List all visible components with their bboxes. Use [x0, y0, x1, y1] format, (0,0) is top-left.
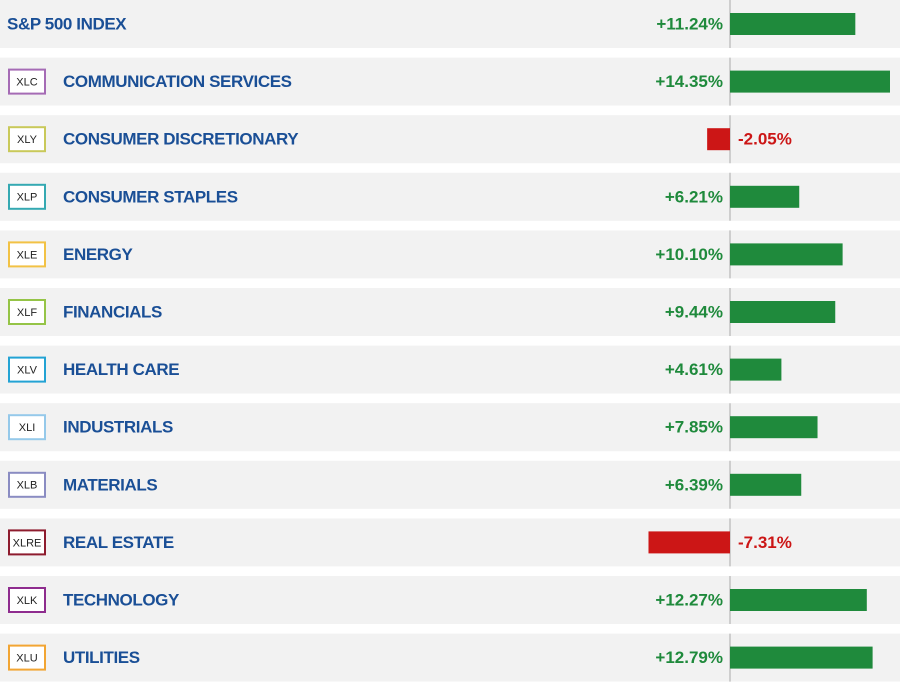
- ticker-box: [8, 356, 46, 383]
- ticker-box: [8, 471, 46, 498]
- ticker-box: [8, 644, 46, 671]
- category-label: CONSUMER STAPLES: [63, 187, 238, 206]
- value-label: +10.10%: [655, 245, 723, 264]
- ticker: XLU: [16, 653, 37, 665]
- ticker: XLC: [16, 77, 37, 89]
- category-label: ENERGY: [63, 245, 133, 264]
- bar: [730, 416, 818, 439]
- category-label: REAL ESTATE: [63, 533, 174, 552]
- category-label: S&P 500 INDEX: [7, 14, 127, 33]
- value-label: +6.21%: [665, 187, 723, 206]
- ticker-box: [8, 529, 46, 556]
- value-label: +12.27%: [655, 590, 723, 609]
- ticker: XLK: [17, 595, 38, 607]
- bar: [730, 70, 890, 93]
- value-label: +9.44%: [665, 302, 723, 321]
- ticker-box: [8, 299, 46, 325]
- bar: [648, 531, 730, 554]
- ticker-box: [8, 241, 46, 268]
- ticker: XLF: [17, 307, 37, 319]
- ticker: XLP: [17, 192, 38, 204]
- ticker: XLY: [17, 134, 38, 146]
- bar: [730, 185, 800, 208]
- ticker: XLE: [17, 249, 38, 261]
- value-label: +7.85%: [665, 418, 723, 437]
- ticker-box: [8, 68, 46, 95]
- bar: [707, 128, 730, 151]
- category-label: CONSUMER DISCRETIONARY: [63, 130, 299, 149]
- ticker: XLI: [19, 422, 36, 434]
- category-label: UTILITIES: [63, 648, 140, 667]
- bar: [730, 358, 782, 381]
- value-label: +14.35%: [655, 72, 723, 91]
- ticker: XLV: [17, 365, 38, 377]
- value-label: +4.61%: [665, 360, 723, 379]
- bar: [730, 301, 836, 323]
- bar: [730, 589, 867, 611]
- category-label: TECHNOLOGY: [63, 590, 180, 609]
- category-label: COMMUNICATION SERVICES: [63, 72, 292, 91]
- value-label: +12.79%: [655, 648, 723, 667]
- category-label: FINANCIALS: [63, 302, 162, 321]
- ticker: XLRE: [13, 537, 42, 549]
- bar: [730, 646, 873, 669]
- ticker: XLB: [17, 480, 38, 492]
- value-label: +11.24%: [656, 14, 723, 33]
- category-label: INDUSTRIALS: [63, 418, 173, 437]
- ticker-box: [8, 414, 46, 441]
- value-label: -2.05%: [738, 130, 792, 149]
- ticker-box: [8, 126, 46, 153]
- ticker-box: [8, 183, 46, 210]
- value-label: +6.39%: [665, 475, 723, 494]
- ticker-box: [8, 587, 46, 613]
- category-label: MATERIALS: [63, 475, 157, 494]
- category-label: HEALTH CARE: [63, 360, 179, 379]
- value-label: -7.31%: [738, 533, 792, 552]
- bar: [730, 243, 843, 266]
- row-background: [0, 115, 900, 164]
- bar: [730, 473, 802, 496]
- bar: [730, 13, 856, 35]
- row-background: [0, 518, 900, 567]
